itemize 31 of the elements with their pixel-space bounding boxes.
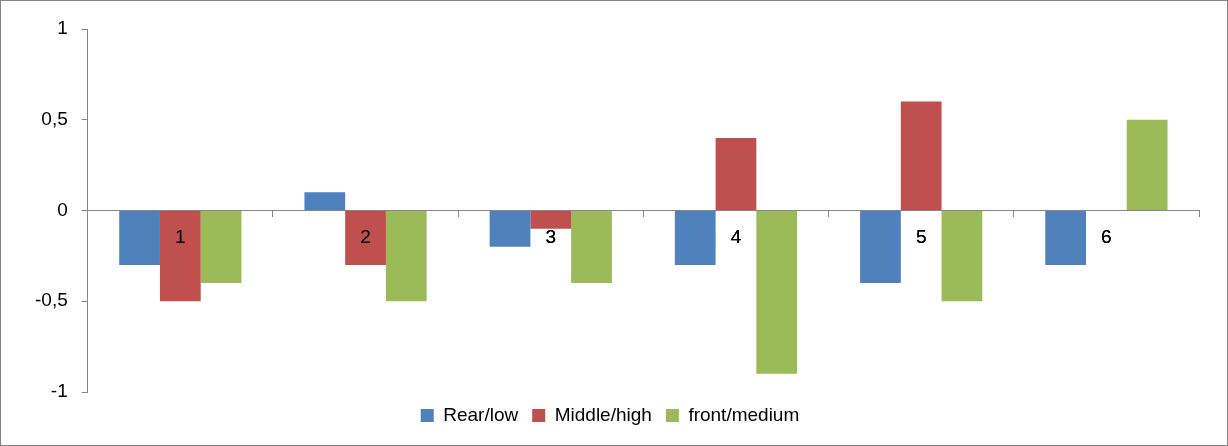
bar (385, 211, 427, 302)
legend-label: Rear/low (443, 403, 519, 425)
bar (159, 211, 201, 302)
bar (674, 211, 716, 265)
bar (756, 211, 798, 374)
x-tick-label: 4 (730, 226, 742, 248)
x-tick-label: 6 (1101, 226, 1112, 248)
bar (304, 192, 346, 210)
x-tick-label: 2 (360, 226, 371, 248)
bar (900, 101, 942, 210)
x-tick-label: 1 (175, 226, 186, 248)
bar (715, 137, 757, 210)
bar (489, 211, 531, 247)
y-tick-label: -1 (50, 380, 68, 402)
y-tick-label: 0,5 (41, 107, 68, 129)
bar (345, 211, 386, 265)
bar (200, 211, 242, 284)
bar (1126, 119, 1168, 210)
x-tick-label: 5 (915, 226, 927, 248)
bar (530, 211, 572, 229)
bar (860, 211, 901, 284)
x-tick-label: 3 (545, 226, 557, 248)
legend-label: front/medium (688, 403, 800, 425)
bar (1045, 211, 1087, 265)
bar (119, 211, 160, 265)
y-tick-label: 0 (57, 198, 68, 220)
legend-label: Middle/high (554, 403, 652, 425)
bar (571, 211, 612, 284)
y-tick-label: -0,5 (34, 289, 68, 311)
bar (941, 211, 983, 302)
y-tick-label: 1 (57, 17, 68, 39)
